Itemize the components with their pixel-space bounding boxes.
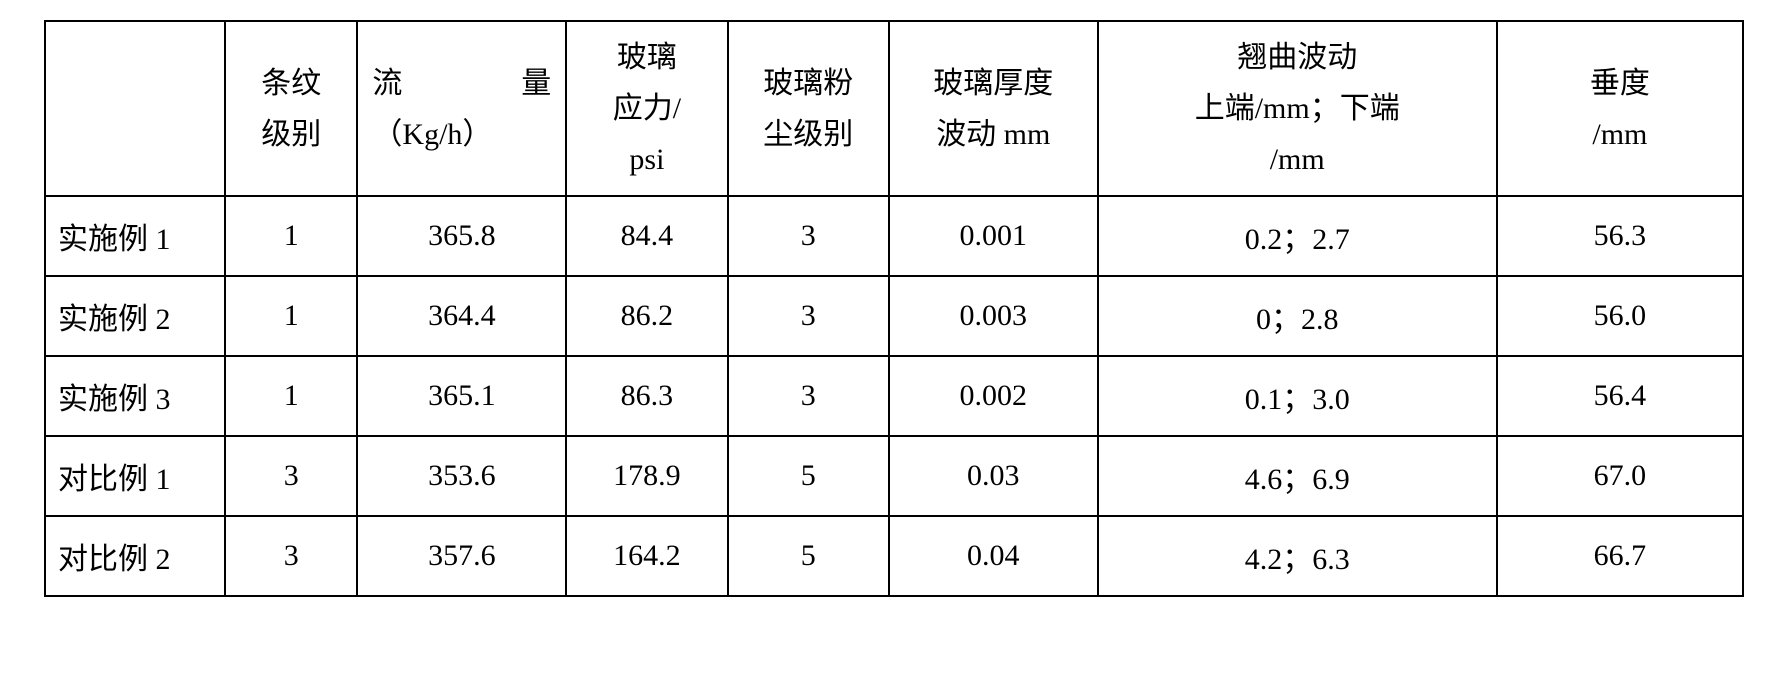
- cell-thickness-wave: 0.03: [889, 436, 1098, 516]
- header-sag: 垂度 /mm: [1497, 21, 1743, 196]
- table-row: 对比例 1 3 353.6 178.9 5 0.03 4.6；6.9 67.0: [45, 436, 1743, 516]
- cell-flow-rate: 357.6: [357, 516, 566, 596]
- cell-glass-stress: 164.2: [566, 516, 727, 596]
- cell-warp-wave: 4.2；6.3: [1098, 516, 1497, 596]
- cell-warp-wave: 0；2.8: [1098, 276, 1497, 356]
- cell-sag: 66.7: [1497, 516, 1743, 596]
- cell-thickness-wave: 0.003: [889, 276, 1098, 356]
- cell-stripe-level: 3: [225, 516, 357, 596]
- header-line: 上端/mm；下端: [1107, 83, 1488, 134]
- header-line: /mm: [1506, 109, 1734, 160]
- header-line: （Kg/h）: [372, 109, 551, 160]
- header-line: 玻璃: [575, 32, 718, 83]
- cell-flow-rate: 364.4: [357, 276, 566, 356]
- cell-glass-powder: 3: [728, 276, 889, 356]
- cell-warp-wave: 0.2；2.7: [1098, 196, 1497, 276]
- header-stripe-level: 条纹 级别: [225, 21, 357, 196]
- cell-label: 实施例 1: [45, 196, 225, 276]
- cell-glass-stress: 84.4: [566, 196, 727, 276]
- cell-label: 实施例 2: [45, 276, 225, 356]
- cell-flow-rate: 353.6: [357, 436, 566, 516]
- cell-flow-rate: 365.8: [357, 196, 566, 276]
- header-line: 应力/: [575, 83, 718, 134]
- cell-sag: 56.0: [1497, 276, 1743, 356]
- header-row: 条纹 级别 流 量 （Kg/h） 玻璃 应力/ psi 玻璃粉: [45, 21, 1743, 196]
- header-line: 波动 mm: [898, 109, 1089, 160]
- header-flow-rate: 流 量 （Kg/h）: [357, 21, 566, 196]
- cell-stripe-level: 3: [225, 436, 357, 516]
- cell-flow-rate: 365.1: [357, 356, 566, 436]
- table-body: 实施例 1 1 365.8 84.4 3 0.001 0.2；2.7 56.3 …: [45, 196, 1743, 596]
- header-text: 量: [521, 58, 551, 109]
- header-line: 垂度: [1506, 58, 1734, 109]
- header-line: 条纹: [234, 58, 348, 109]
- table-row: 实施例 2 1 364.4 86.2 3 0.003 0；2.8 56.0: [45, 276, 1743, 356]
- header-line: 级别: [234, 109, 348, 160]
- cell-glass-stress: 178.9: [566, 436, 727, 516]
- cell-glass-stress: 86.2: [566, 276, 727, 356]
- cell-glass-powder: 5: [728, 516, 889, 596]
- header-glass-stress: 玻璃 应力/ psi: [566, 21, 727, 196]
- table-row: 实施例 1 1 365.8 84.4 3 0.001 0.2；2.7 56.3: [45, 196, 1743, 276]
- header-line: psi: [575, 134, 718, 185]
- cell-glass-stress: 86.3: [566, 356, 727, 436]
- cell-thickness-wave: 0.001: [889, 196, 1098, 276]
- data-table-container: 条纹 级别 流 量 （Kg/h） 玻璃 应力/ psi 玻璃粉: [44, 20, 1744, 597]
- cell-stripe-level: 1: [225, 276, 357, 356]
- header-thickness-wave: 玻璃厚度 波动 mm: [889, 21, 1098, 196]
- cell-stripe-level: 1: [225, 196, 357, 276]
- table-row: 实施例 3 1 365.1 86.3 3 0.002 0.1；3.0 56.4: [45, 356, 1743, 436]
- cell-stripe-level: 1: [225, 356, 357, 436]
- cell-sag: 67.0: [1497, 436, 1743, 516]
- header-text: 流: [372, 58, 402, 109]
- cell-sag: 56.4: [1497, 356, 1743, 436]
- header-label: [45, 21, 225, 196]
- header-line: /mm: [1107, 134, 1488, 185]
- table-row: 对比例 2 3 357.6 164.2 5 0.04 4.2；6.3 66.7: [45, 516, 1743, 596]
- table-header: 条纹 级别 流 量 （Kg/h） 玻璃 应力/ psi 玻璃粉: [45, 21, 1743, 196]
- cell-warp-wave: 4.6；6.9: [1098, 436, 1497, 516]
- cell-glass-powder: 3: [728, 196, 889, 276]
- header-line: 尘级别: [737, 109, 880, 160]
- cell-label: 实施例 3: [45, 356, 225, 436]
- header-line: 玻璃厚度: [898, 58, 1089, 109]
- cell-glass-powder: 3: [728, 356, 889, 436]
- cell-sag: 56.3: [1497, 196, 1743, 276]
- cell-thickness-wave: 0.002: [889, 356, 1098, 436]
- header-line: 翘曲波动: [1107, 32, 1488, 83]
- header-line: 流 量: [372, 58, 551, 109]
- header-glass-powder: 玻璃粉 尘级别: [728, 21, 889, 196]
- cell-warp-wave: 0.1；3.0: [1098, 356, 1497, 436]
- header-line: 玻璃粉: [737, 58, 880, 109]
- cell-label: 对比例 2: [45, 516, 225, 596]
- cell-glass-powder: 5: [728, 436, 889, 516]
- cell-thickness-wave: 0.04: [889, 516, 1098, 596]
- data-table: 条纹 级别 流 量 （Kg/h） 玻璃 应力/ psi 玻璃粉: [44, 20, 1744, 597]
- header-warp-wave: 翘曲波动 上端/mm；下端 /mm: [1098, 21, 1497, 196]
- cell-label: 对比例 1: [45, 436, 225, 516]
